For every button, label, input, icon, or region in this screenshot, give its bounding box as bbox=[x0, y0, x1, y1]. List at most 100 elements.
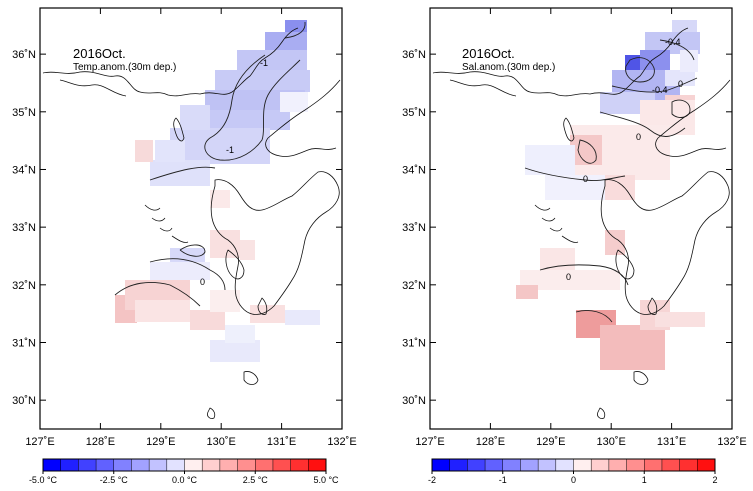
colorbar-swatch bbox=[502, 459, 521, 471]
y-tick-label: 31˚N bbox=[402, 337, 426, 349]
colorbar-tick-label: 1 bbox=[642, 475, 647, 485]
colorbar-tick-label: -2 bbox=[428, 475, 436, 485]
temp-contour-label: 0 bbox=[200, 277, 205, 287]
colorbar-tick-label: -5.0 °C bbox=[29, 475, 58, 485]
tsushima-island bbox=[563, 117, 575, 142]
x-tick-label: 131˚E bbox=[657, 436, 686, 448]
sal-x-axis: 127˚E 128˚E 129˚E 130˚E 131˚E 132˚E bbox=[415, 8, 747, 448]
sal-colorbar: -2 -1 0 1 2 bbox=[428, 458, 718, 485]
sal-contour-label: 0 bbox=[678, 79, 683, 89]
korea-coast bbox=[42, 27, 299, 97]
temp-y-axis: 36˚N 35˚N 34˚N 33˚N 32˚N 31˚N 30˚N bbox=[12, 49, 342, 407]
colorbar-swatch bbox=[591, 459, 610, 471]
colorbar-swatch bbox=[432, 459, 450, 471]
sal-map-frame bbox=[429, 7, 733, 430]
sal-contour-label: 0 bbox=[636, 132, 641, 142]
x-tick-label: 132˚E bbox=[327, 436, 356, 448]
colorbar-swatch bbox=[219, 459, 238, 471]
sal-map-panel: -0.4 -0.4 0 0 0 0 2016Oct. Sal.anom.(30m… bbox=[402, 7, 747, 448]
sal-anomaly-cells bbox=[516, 20, 705, 370]
temp-contour-label: -1 bbox=[226, 145, 234, 155]
sal-contour-label: -0.4 bbox=[652, 85, 668, 95]
temp-map-panel: -1 -1 0 2016Oct. Temp.anom.(30m dep.) 36… bbox=[12, 7, 357, 448]
x-tick-label: 132˚E bbox=[717, 436, 746, 448]
colorbar-swatch bbox=[449, 459, 468, 471]
temp-coastline bbox=[42, 27, 341, 419]
sal-panel-title: 2016Oct. bbox=[462, 46, 515, 61]
y-tick-label: 30˚N bbox=[402, 395, 426, 407]
y-tick-label: 33˚N bbox=[402, 222, 426, 234]
colorbar-swatch bbox=[644, 459, 663, 471]
colorbar-swatch bbox=[679, 459, 698, 471]
honshu-coast bbox=[655, 79, 731, 157]
colorbar-swatch bbox=[608, 459, 627, 471]
colorbar-swatch bbox=[78, 459, 97, 471]
colorbar-swatch bbox=[290, 459, 309, 471]
sal-coastline bbox=[432, 27, 731, 419]
colorbar-swatch bbox=[538, 459, 557, 471]
sal-contour-label: -0.4 bbox=[665, 37, 681, 47]
colorbar-swatch bbox=[43, 459, 61, 471]
sal-y-axis: 36˚N 35˚N 34˚N 33˚N 32˚N 31˚N 30˚N bbox=[402, 49, 732, 407]
colorbar-swatch bbox=[166, 459, 185, 471]
colorbar-swatch bbox=[184, 459, 203, 471]
colorbar-tick-label: 0.0 °C bbox=[172, 475, 198, 485]
x-tick-label: 130˚E bbox=[207, 436, 236, 448]
temp-colorbar: -5.0 °C -2.5 °C 0.0 °C 2.5 °C 5.0 °C bbox=[29, 458, 339, 485]
x-tick-label: 129˚E bbox=[146, 436, 175, 448]
colorbar-swatch bbox=[697, 459, 716, 471]
temp-map-frame bbox=[39, 7, 343, 430]
tanegashima bbox=[257, 297, 268, 315]
x-tick-label: 127˚E bbox=[25, 436, 54, 448]
temp-contour-label-group: -1 -1 0 bbox=[200, 58, 268, 287]
y-tick-label: 34˚N bbox=[12, 164, 36, 176]
colorbar-swatch bbox=[485, 459, 504, 471]
kyushu-coast bbox=[210, 171, 340, 315]
y-tick-label: 31˚N bbox=[12, 337, 36, 349]
colorbar-swatch bbox=[149, 459, 168, 471]
colorbar-swatch bbox=[113, 459, 132, 471]
temp-contour-label: -1 bbox=[260, 58, 268, 68]
sal-contour-label: 0 bbox=[583, 174, 588, 184]
colorbar-tick-label: 2 bbox=[712, 475, 717, 485]
colorbar-swatch bbox=[308, 459, 327, 471]
colorbar-tick-label: 5.0 °C bbox=[313, 475, 339, 485]
honshu-coast bbox=[265, 79, 341, 157]
colorbar-swatch bbox=[467, 459, 486, 471]
colorbar-swatch bbox=[520, 459, 539, 471]
x-tick-label: 127˚E bbox=[415, 436, 444, 448]
y-tick-label: 35˚N bbox=[402, 107, 426, 119]
colorbar-swatch bbox=[202, 459, 221, 471]
colorbar-tick-label: 2.5 °C bbox=[243, 475, 269, 485]
kyushu-coast bbox=[600, 171, 730, 315]
colorbar-swatch bbox=[555, 459, 574, 471]
colorbar-tick-label: -2.5 °C bbox=[100, 475, 129, 485]
y-tick-label: 35˚N bbox=[12, 107, 36, 119]
x-tick-label: 130˚E bbox=[597, 436, 626, 448]
colorbar-swatch bbox=[60, 459, 79, 471]
tsushima-island bbox=[173, 117, 185, 142]
korea-coast bbox=[432, 27, 689, 97]
colorbar-tick-label: 0 bbox=[571, 475, 576, 485]
y-tick-label: 30˚N bbox=[12, 395, 36, 407]
colorbar-tick-label: -1 bbox=[499, 475, 507, 485]
colorbar-swatch bbox=[237, 459, 256, 471]
colorbar-swatch bbox=[131, 459, 150, 471]
sal-contour-label-group: -0.4 -0.4 0 0 0 0 bbox=[566, 37, 683, 282]
x-tick-label: 131˚E bbox=[267, 436, 296, 448]
sal-panel-subtitle: Sal.anom.(30m dep.) bbox=[462, 62, 555, 73]
x-tick-label: 129˚E bbox=[536, 436, 565, 448]
y-tick-label: 32˚N bbox=[402, 280, 426, 292]
colorbar-swatch bbox=[255, 459, 274, 471]
sal-contour-label: 0 bbox=[566, 272, 571, 282]
colorbar-swatch bbox=[96, 459, 115, 471]
y-tick-label: 32˚N bbox=[12, 280, 36, 292]
tanegashima bbox=[647, 297, 658, 315]
x-tick-label: 128˚E bbox=[476, 436, 505, 448]
goto-islands bbox=[144, 204, 173, 232]
colorbar-swatch bbox=[626, 459, 645, 471]
y-tick-label: 36˚N bbox=[12, 49, 36, 61]
temp-panel-subtitle: Temp.anom.(30m dep.) bbox=[73, 62, 176, 73]
y-tick-label: 34˚N bbox=[402, 164, 426, 176]
